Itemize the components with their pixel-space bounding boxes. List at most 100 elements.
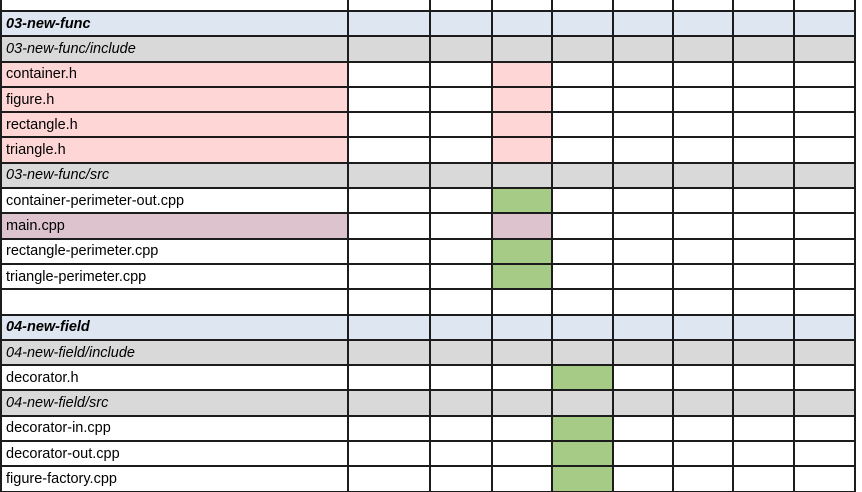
status-cell[interactable] bbox=[429, 212, 493, 240]
status-cell[interactable] bbox=[793, 364, 856, 392]
status-cell-filled[interactable] bbox=[491, 60, 553, 88]
status-cell[interactable] bbox=[672, 212, 734, 240]
status-cell[interactable] bbox=[732, 35, 795, 63]
file-name-cell[interactable]: rectangle.h bbox=[0, 111, 349, 139]
status-cell[interactable] bbox=[793, 288, 856, 316]
status-cell[interactable] bbox=[551, 111, 614, 139]
file-name-cell[interactable]: main.cpp bbox=[0, 212, 349, 240]
status-cell[interactable] bbox=[672, 465, 734, 492]
status-cell[interactable] bbox=[429, 338, 493, 367]
status-cell[interactable] bbox=[429, 414, 493, 443]
status-cell[interactable] bbox=[551, 0, 614, 12]
status-cell-filled[interactable] bbox=[491, 187, 553, 215]
status-cell[interactable] bbox=[793, 440, 856, 468]
status-cell[interactable] bbox=[491, 0, 553, 12]
status-cell[interactable] bbox=[732, 364, 795, 392]
status-cell[interactable] bbox=[672, 35, 734, 63]
status-cell[interactable] bbox=[612, 9, 674, 38]
status-cell[interactable] bbox=[491, 288, 553, 316]
status-cell[interactable] bbox=[347, 111, 431, 139]
status-cell[interactable] bbox=[672, 111, 734, 139]
status-cell[interactable] bbox=[672, 136, 734, 164]
status-cell[interactable] bbox=[732, 338, 795, 367]
status-cell[interactable] bbox=[347, 212, 431, 240]
status-cell[interactable] bbox=[491, 35, 553, 63]
status-cell[interactable] bbox=[612, 313, 674, 341]
status-cell[interactable] bbox=[429, 136, 493, 164]
status-cell[interactable] bbox=[793, 338, 856, 367]
status-cell[interactable] bbox=[672, 440, 734, 468]
status-cell-filled[interactable] bbox=[551, 465, 614, 492]
status-cell[interactable] bbox=[612, 111, 674, 139]
status-cell[interactable] bbox=[612, 338, 674, 367]
status-cell[interactable] bbox=[672, 364, 734, 392]
status-cell[interactable] bbox=[732, 313, 795, 341]
status-cell[interactable] bbox=[793, 136, 856, 164]
status-cell[interactable] bbox=[793, 35, 856, 63]
status-cell[interactable] bbox=[732, 262, 795, 291]
status-cell[interactable] bbox=[672, 0, 734, 12]
status-cell[interactable] bbox=[551, 85, 614, 114]
status-cell[interactable] bbox=[612, 0, 674, 12]
status-cell[interactable] bbox=[429, 9, 493, 38]
status-cell[interactable] bbox=[429, 35, 493, 63]
status-cell[interactable] bbox=[429, 440, 493, 468]
status-cell[interactable] bbox=[347, 364, 431, 392]
status-cell[interactable] bbox=[793, 60, 856, 88]
status-cell-filled[interactable] bbox=[491, 111, 553, 139]
file-name-cell[interactable]: triangle.h bbox=[0, 136, 349, 164]
status-cell[interactable] bbox=[491, 414, 553, 443]
section-name-cell[interactable]: 03-new-func bbox=[0, 9, 349, 38]
status-cell[interactable] bbox=[347, 389, 431, 417]
status-cell-filled[interactable] bbox=[491, 85, 553, 114]
status-cell[interactable] bbox=[491, 313, 553, 341]
status-cell[interactable] bbox=[612, 364, 674, 392]
status-cell[interactable] bbox=[612, 288, 674, 316]
status-cell[interactable] bbox=[551, 237, 614, 265]
directory-name-cell[interactable]: 04-new-field/include bbox=[0, 338, 349, 367]
file-name-cell[interactable]: triangle-perimeter.cpp bbox=[0, 262, 349, 291]
section-name-cell[interactable]: 04-new-field bbox=[0, 313, 349, 341]
status-cell[interactable] bbox=[732, 0, 795, 12]
status-cell[interactable] bbox=[491, 389, 553, 417]
status-cell[interactable] bbox=[612, 60, 674, 88]
status-cell[interactable] bbox=[347, 262, 431, 291]
status-cell[interactable] bbox=[429, 313, 493, 341]
status-cell[interactable] bbox=[551, 60, 614, 88]
status-cell[interactable] bbox=[612, 465, 674, 492]
file-name-cell[interactable]: decorator.h bbox=[0, 364, 349, 392]
status-cell[interactable] bbox=[429, 288, 493, 316]
status-cell[interactable] bbox=[793, 0, 856, 12]
file-name-cell[interactable]: figure.h bbox=[0, 85, 349, 114]
blank-name-cell[interactable] bbox=[0, 0, 349, 12]
status-cell[interactable] bbox=[612, 35, 674, 63]
status-cell[interactable] bbox=[347, 237, 431, 265]
status-cell[interactable] bbox=[429, 161, 493, 190]
blank-name-cell[interactable] bbox=[0, 288, 349, 316]
status-cell[interactable] bbox=[551, 187, 614, 215]
status-cell[interactable] bbox=[672, 288, 734, 316]
status-cell[interactable] bbox=[612, 187, 674, 215]
status-cell[interactable] bbox=[732, 212, 795, 240]
status-cell[interactable] bbox=[347, 9, 431, 38]
status-cell[interactable] bbox=[793, 313, 856, 341]
status-cell[interactable] bbox=[347, 440, 431, 468]
status-cell[interactable] bbox=[429, 237, 493, 265]
status-cell[interactable] bbox=[551, 262, 614, 291]
status-cell[interactable] bbox=[429, 187, 493, 215]
status-cell[interactable] bbox=[612, 262, 674, 291]
status-cell-filled[interactable] bbox=[491, 262, 553, 291]
status-cell[interactable] bbox=[732, 389, 795, 417]
status-cell[interactable] bbox=[672, 187, 734, 215]
status-cell[interactable] bbox=[672, 9, 734, 38]
status-cell-filled[interactable] bbox=[491, 212, 553, 240]
status-cell[interactable] bbox=[347, 136, 431, 164]
file-name-cell[interactable]: container.h bbox=[0, 60, 349, 88]
status-cell[interactable] bbox=[612, 212, 674, 240]
directory-name-cell[interactable]: 03-new-func/include bbox=[0, 35, 349, 63]
status-cell[interactable] bbox=[429, 60, 493, 88]
status-cell[interactable] bbox=[732, 237, 795, 265]
status-cell[interactable] bbox=[672, 414, 734, 443]
status-cell[interactable] bbox=[347, 60, 431, 88]
status-cell[interactable] bbox=[793, 465, 856, 492]
